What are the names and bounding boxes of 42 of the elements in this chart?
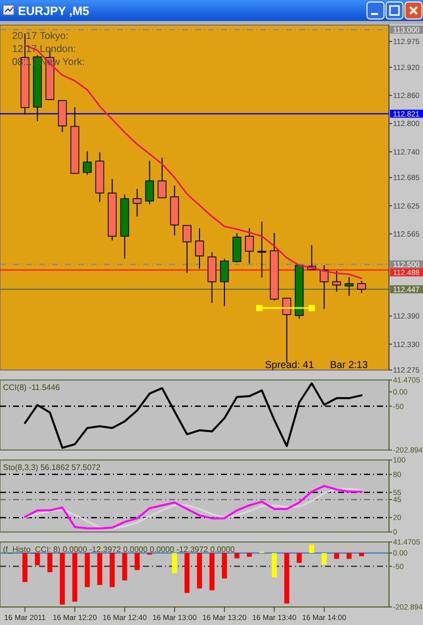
candlestick [344,276,354,296]
bar [309,544,314,554]
bar [334,553,340,559]
candlestick [195,228,204,270]
chart-title: EURJPY ,M5 [18,4,90,18]
bar [97,553,102,585]
annotation: Bar 2:13 [330,360,368,371]
bar [346,553,352,559]
bar [209,553,214,590]
bar [272,553,277,578]
bar [246,553,252,557]
bar [196,553,202,588]
bar [172,553,178,574]
candlestick [158,157,166,199]
bar [47,553,52,572]
bar [284,553,290,604]
candlestick [357,280,366,294]
bar [322,553,327,565]
bar [122,553,128,580]
chart-title: (f_Histo_CCI: 8) 0.0000 -12.3972 0.0000 0.0000 -12.3972 0.0000 [3,545,236,554]
bar [134,553,140,570]
candlestick [220,258,229,307]
bar [84,553,90,588]
bar [184,553,190,593]
chart-title: CCI(8) -11.5446 [3,383,60,392]
bar [72,553,78,602]
bar [60,553,65,605]
bar [222,553,227,579]
candlestick [132,188,142,218]
candlestick [182,224,192,274]
bar [34,553,40,566]
bar [296,553,302,563]
bar [110,553,115,588]
candlestick [82,150,92,176]
bar [359,553,364,556]
bar [234,553,240,558]
candlestick [332,270,342,292]
bar [22,553,28,582]
candlestick [244,228,254,264]
annotation: Spread: 41 [265,360,314,371]
chart-title: Sto(8,3,3) 56.1862 57.5072 [3,463,101,472]
candlestick [145,160,154,205]
